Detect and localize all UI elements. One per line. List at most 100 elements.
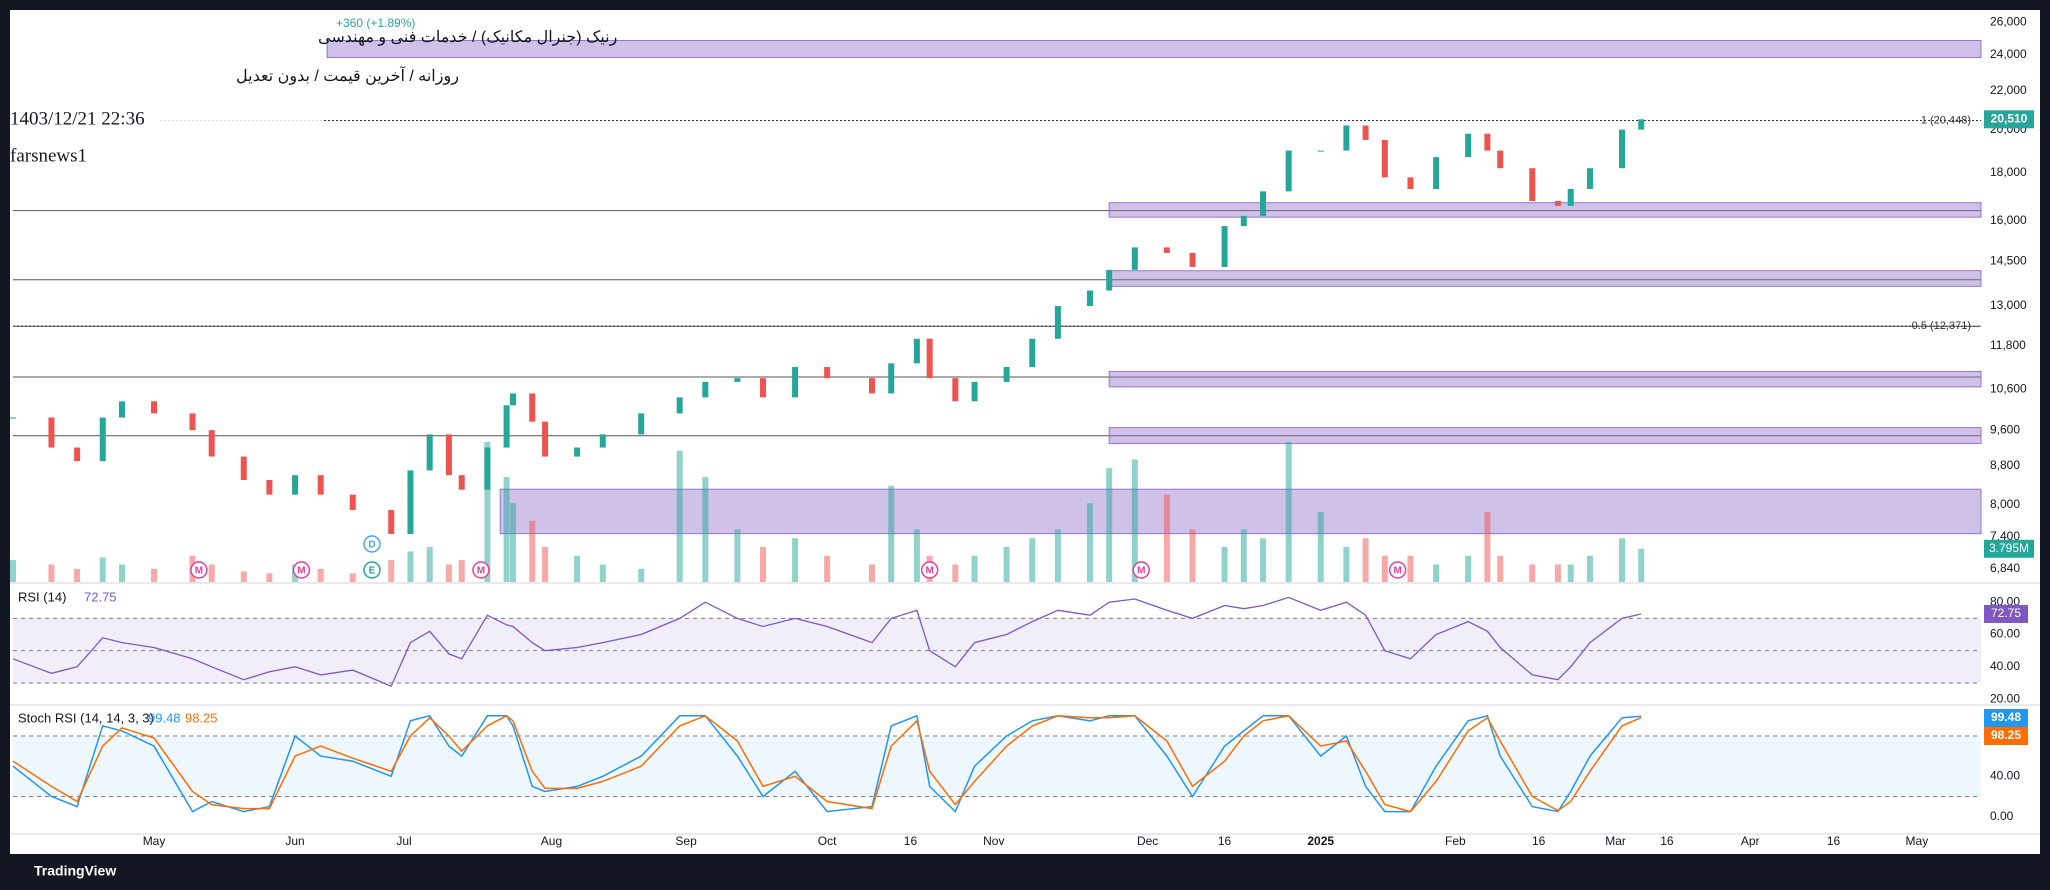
fib-label: 1 (20,448)	[1921, 114, 1971, 126]
stoch-badge-label: 98.25	[1991, 728, 2021, 742]
change-text: +360 (+1.89%)	[336, 16, 415, 30]
candle	[1554, 200, 1561, 206]
volume-bar	[266, 573, 273, 582]
candle	[1586, 168, 1593, 189]
volume-bar	[458, 560, 465, 582]
x-tick-label: Oct	[818, 834, 837, 848]
candle	[824, 367, 831, 379]
rsi-pane	[13, 584, 1981, 704]
x-tick-label: Jun	[285, 834, 304, 848]
x-tick-label: Dec	[1137, 834, 1158, 848]
fib-label: 0.5 (12,371)	[1912, 320, 1971, 332]
candle	[1189, 252, 1196, 267]
rsi-badge	[1984, 604, 2028, 623]
candle	[10, 417, 16, 419]
volume-bar	[1484, 511, 1491, 582]
chart-title: رنیک (جنرال مکانیک) / خدمات فنی و مهندسی	[318, 29, 617, 46]
brand: TradingView	[34, 863, 116, 879]
chart-subtitle: روزانه / آخرین قیمت / بدون تعدیل	[236, 65, 459, 85]
event-marker	[190, 561, 208, 579]
plot-background	[10, 10, 2040, 854]
candle	[1638, 119, 1645, 130]
event-label: E	[369, 566, 376, 577]
candle	[913, 338, 920, 364]
volume-bar	[317, 568, 324, 582]
volume-bar	[1619, 538, 1626, 582]
candle	[292, 475, 299, 495]
candle	[1619, 129, 1626, 169]
rsi-tick-label: 20.00	[1990, 691, 2020, 705]
event-marker	[920, 561, 939, 579]
event-marker	[363, 535, 381, 553]
volume-bar	[1285, 441, 1292, 582]
candle	[388, 509, 395, 534]
y-tick-label: 18,000	[1990, 165, 2027, 179]
price-badge	[1984, 110, 2034, 129]
y-tick-label: 13,000	[1990, 298, 2027, 312]
candle	[484, 447, 491, 490]
volume-bar	[208, 564, 215, 582]
volume-bar	[913, 529, 920, 582]
volume-bar	[599, 564, 606, 582]
candle	[1285, 150, 1292, 192]
volume-badge-label: 3.795M	[1989, 541, 2029, 555]
volume-bar	[734, 529, 741, 582]
y-tick-label: 24,000	[1990, 47, 2027, 61]
event-marker	[1132, 561, 1150, 579]
candle	[1529, 168, 1536, 201]
candle	[118, 401, 125, 418]
volume-bar	[1086, 503, 1093, 582]
volume-bar	[484, 441, 491, 582]
candle	[349, 494, 356, 510]
x-tick-label: May	[1906, 834, 1929, 848]
event-label: M	[477, 566, 485, 577]
stoch-k-value: 99.48	[148, 710, 181, 725]
candle	[676, 397, 683, 414]
candle	[1240, 215, 1247, 227]
candle	[1131, 247, 1138, 270]
candle	[1029, 338, 1036, 368]
x-tick-label: Mar	[1605, 834, 1626, 848]
volume-bar	[407, 551, 414, 582]
x-tick-label: 16	[1218, 834, 1232, 848]
candle	[599, 434, 606, 448]
candle	[1567, 188, 1574, 206]
y-tick-label: 7,400	[1990, 529, 2020, 543]
candle	[1054, 305, 1061, 339]
y-tick-label: 6,840	[1990, 561, 2020, 575]
volume-bar	[1586, 555, 1593, 582]
x-tick-label: 16	[1827, 834, 1841, 848]
volume-bar	[388, 560, 395, 582]
volume-bar	[1131, 459, 1138, 582]
stoch-d-value: 98.25	[185, 710, 218, 725]
zone	[1108, 370, 1982, 388]
stoch-tick-label: 0.00	[1990, 809, 2014, 823]
stoch-badge	[1984, 709, 2028, 727]
volume-bar	[48, 564, 55, 582]
volume-bar	[1260, 538, 1267, 582]
event-marker	[363, 561, 381, 579]
volume-bar	[1407, 555, 1414, 582]
candle	[151, 401, 158, 414]
volume-bar	[349, 573, 356, 582]
event-label: M	[297, 566, 305, 577]
candle	[458, 475, 465, 490]
volume-bar	[1343, 546, 1350, 582]
volume-bar	[1567, 564, 1574, 582]
volume-badge	[1984, 539, 2034, 558]
event-label: M	[926, 566, 934, 577]
candle	[48, 417, 55, 448]
volume-bar	[426, 546, 433, 582]
zone	[499, 488, 1982, 535]
volume-bar	[1317, 511, 1324, 582]
y-tick-label: 8,800	[1990, 458, 2020, 472]
x-tick-label: Aug	[541, 834, 562, 848]
candle	[1484, 133, 1491, 151]
candle	[1163, 247, 1170, 253]
rsi-tick-label: 40.00	[1990, 659, 2020, 673]
candle	[952, 378, 959, 402]
volume-bar	[1240, 529, 1247, 582]
volume-bar	[638, 568, 645, 582]
